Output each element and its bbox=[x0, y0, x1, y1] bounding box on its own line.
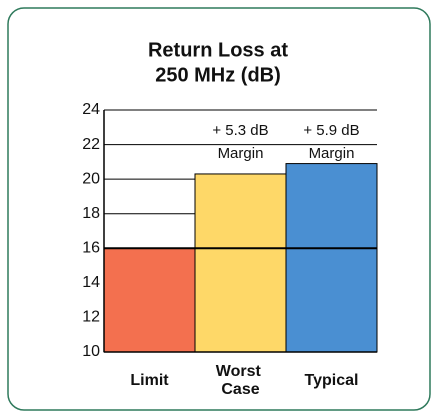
y-tick-label: 20 bbox=[82, 170, 100, 187]
x-tick-label: Typical bbox=[305, 372, 359, 389]
chart-title: 250 MHz (dB) bbox=[155, 64, 281, 86]
y-tick-label: 18 bbox=[82, 205, 100, 222]
x-tick-label: Worst Case bbox=[216, 363, 265, 398]
y-tick-label: 16 bbox=[82, 240, 100, 257]
y-tick-label: 14 bbox=[82, 274, 100, 291]
y-tick-label: 10 bbox=[82, 343, 100, 360]
y-tick-label: 24 bbox=[82, 101, 100, 118]
annotation: + 5.9 dB bbox=[303, 122, 359, 139]
bar bbox=[194, 173, 287, 353]
y-tick-label: 22 bbox=[82, 136, 100, 153]
bar bbox=[285, 163, 378, 353]
x-tick-label: Limit bbox=[130, 372, 169, 389]
chart-title: Return Loss at bbox=[148, 39, 288, 61]
annotation: Margin bbox=[218, 145, 264, 162]
bar bbox=[103, 247, 196, 353]
annotation: + 5.3 dB bbox=[212, 122, 268, 139]
annotation: Margin bbox=[309, 145, 355, 162]
y-tick-label: 12 bbox=[82, 309, 100, 326]
